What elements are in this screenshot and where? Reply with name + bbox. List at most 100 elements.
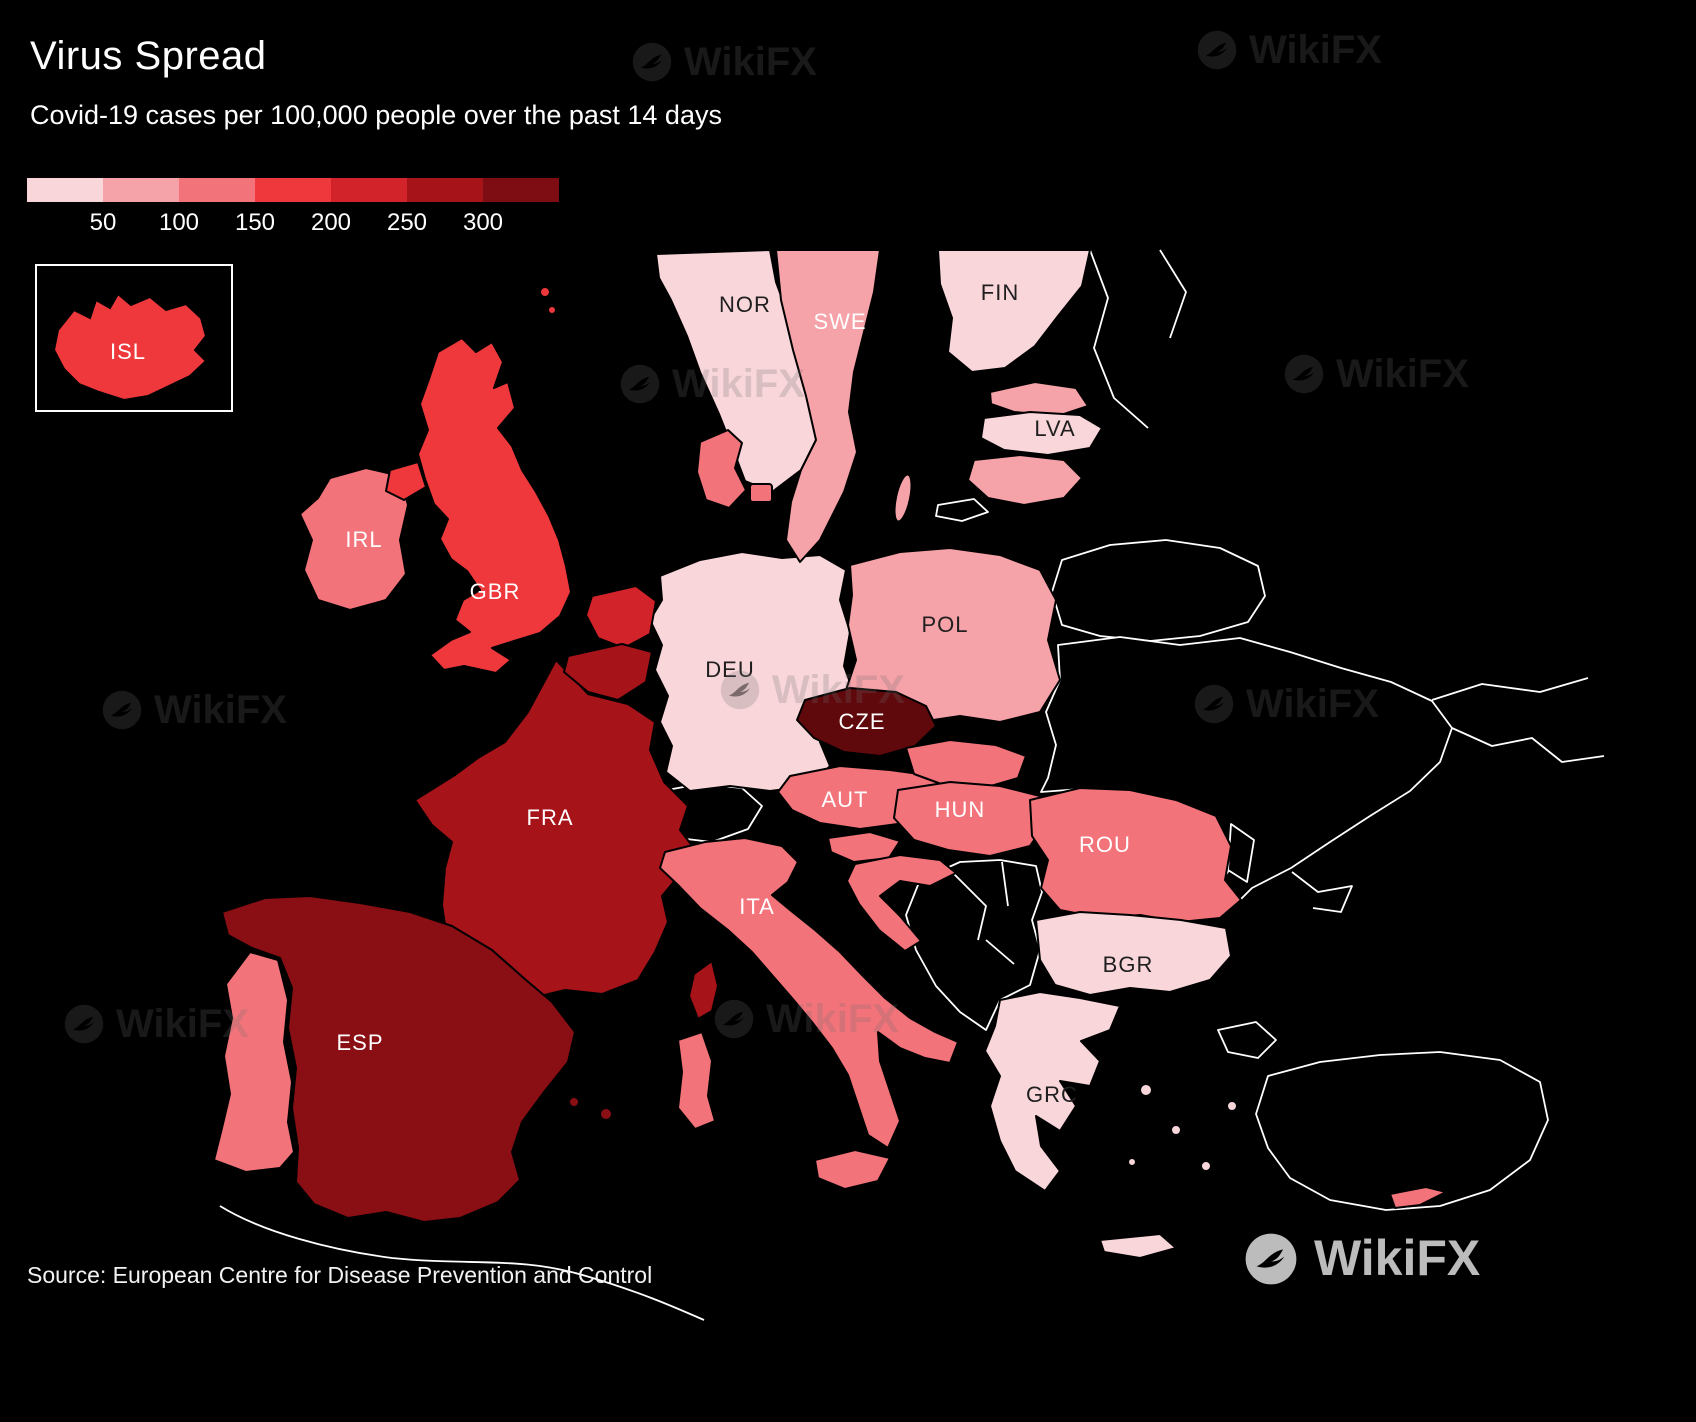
legend-swatch: [483, 178, 559, 202]
country-netherlands: [585, 585, 657, 649]
country-united-kingdom: [385, 286, 572, 674]
legend-swatch: [179, 178, 255, 202]
watermark-text: WikiFX: [116, 1002, 249, 1046]
country-ukraine: [1040, 636, 1453, 906]
watermark: WikiFX: [1194, 682, 1379, 726]
watermark: WikiFX: [620, 362, 805, 406]
data-countries: [213, 249, 1447, 1259]
watermarks: WikiFX WikiFX WikiFX WikiFX WikiFX WikiF…: [64, 28, 1469, 1046]
country-labels: ISL NOR SWE FIN LVA IRL GBR DEU POL CZE …: [110, 280, 1154, 1107]
country-greece: [984, 991, 1238, 1259]
label-irl: IRL: [345, 527, 382, 552]
wikifx-logo-icon: [632, 42, 672, 82]
label-esp: ESP: [336, 1030, 383, 1055]
wikifx-brand-mark: WikiFX: [1245, 1230, 1480, 1286]
legend-swatches: [27, 178, 559, 202]
country-finland: [937, 249, 1091, 373]
country-romania: [1029, 787, 1242, 923]
country-denmark: [696, 429, 773, 509]
country-france: [414, 659, 698, 999]
source-note: Source: European Centre for Disease Prev…: [27, 1262, 653, 1288]
iceland-inset: [35, 264, 233, 412]
country-poland: [845, 547, 1061, 723]
wikifx-logo-icon: [1284, 354, 1324, 394]
watermark: WikiFX: [1197, 28, 1382, 72]
legend-swatch: [27, 178, 103, 202]
legend-tick-label: 50: [90, 209, 117, 236]
label-lva: LVA: [1034, 416, 1075, 441]
watermark: WikiFX: [64, 1002, 249, 1046]
wikifx-logo-icon: [620, 364, 660, 404]
country-italy: [659, 837, 959, 1190]
legend-swatch: [331, 178, 407, 202]
country-estonia: [989, 381, 1089, 417]
label-fin: FIN: [981, 280, 1019, 305]
legend-tick-label: 250: [387, 209, 427, 236]
wikifx-logo-icon: [1197, 30, 1237, 70]
country-iceland: [52, 292, 208, 402]
label-gbr: GBR: [470, 579, 521, 604]
watermark-text: WikiFX: [766, 997, 899, 1041]
border-russia-ukraine: [1431, 677, 1589, 701]
label-bgr: BGR: [1103, 952, 1154, 977]
borders-balkans-internal: [951, 861, 1015, 965]
country-croatia: [846, 854, 957, 952]
watermark: WikiFX: [720, 668, 905, 712]
label-nor: NOR: [719, 292, 771, 317]
legend-tick-label: 150: [235, 209, 275, 236]
label-grc: GRC: [1026, 1082, 1078, 1107]
watermark-text: WikiFX: [1249, 28, 1382, 72]
color-legend: 50 100 150 200 250 300: [27, 178, 559, 236]
country-belarus: [1051, 539, 1266, 642]
label-swe: SWE: [813, 309, 866, 334]
legend-swatch: [255, 178, 331, 202]
wikifx-logo-icon: [714, 999, 754, 1039]
country-hungary: [893, 781, 1049, 857]
legend-swatch: [407, 178, 483, 202]
inset-frame: [35, 264, 233, 412]
label-cze: CZE: [839, 709, 886, 734]
watermark-text: WikiFX: [1246, 682, 1379, 726]
country-turkey: [1255, 1051, 1549, 1211]
label-pol: POL: [921, 612, 968, 637]
country-spain: [221, 895, 613, 1223]
watermark-text: WikiFX: [772, 668, 905, 712]
watermark: WikiFX: [714, 997, 899, 1041]
country-bulgaria: [1035, 911, 1232, 996]
country-turkey-thrace: [1217, 1021, 1277, 1059]
watermark: WikiFX: [632, 40, 817, 84]
wikifx-logo-icon: [720, 670, 760, 710]
wikifx-logo-icon: [102, 690, 142, 730]
region-kaliningrad: [935, 498, 989, 522]
watermark: WikiFX: [1284, 352, 1469, 396]
coast-azov: [1451, 727, 1605, 763]
country-latvia: [980, 411, 1103, 456]
wikifx-logo-icon: [64, 1004, 104, 1044]
country-slovakia: [905, 739, 1027, 789]
label-fra: FRA: [527, 805, 574, 830]
coast-crimea: [1291, 871, 1353, 913]
watermark-text: WikiFX: [1336, 352, 1469, 396]
label-isl: ISL: [110, 339, 146, 364]
legend-ticks: 50 100 150 200 250 300: [90, 209, 503, 236]
wikifx-brand-text: WikiFX: [1314, 1230, 1480, 1286]
wikifx-logo-icon: [1245, 1233, 1297, 1285]
legend-tick-label: 100: [159, 209, 199, 236]
label-hun: HUN: [935, 797, 986, 822]
country-belgium: [563, 643, 653, 701]
country-cyprus: [1389, 1186, 1447, 1209]
no-data-countries: [219, 249, 1605, 1321]
label-ita: ITA: [739, 894, 775, 919]
label-aut: AUT: [822, 787, 869, 812]
watermark-text: WikiFX: [154, 688, 287, 732]
country-portugal: [213, 951, 295, 1173]
island-corsica: [688, 960, 719, 1020]
watermark: WikiFX: [102, 688, 287, 732]
coast-north-africa: [219, 1205, 705, 1321]
legend-swatch: [103, 178, 179, 202]
page-title: Virus Spread: [30, 34, 267, 78]
label-rou: ROU: [1079, 832, 1131, 857]
legend-tick-label: 300: [463, 209, 503, 236]
